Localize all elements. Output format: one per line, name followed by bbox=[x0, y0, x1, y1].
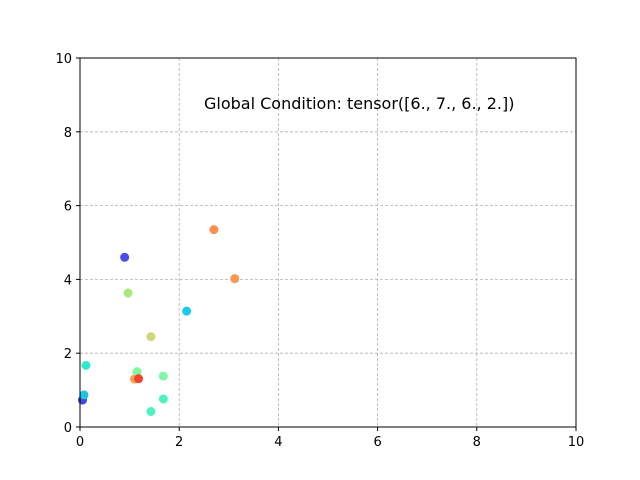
scatter-point bbox=[158, 394, 168, 404]
scatter-point bbox=[182, 306, 192, 316]
scatter-point bbox=[146, 332, 156, 342]
global-condition-annotation: Global Condition: tensor([6., 7., 6., 2.… bbox=[204, 94, 514, 113]
scatter-point bbox=[79, 390, 89, 400]
x-tick-label: 8 bbox=[473, 435, 481, 450]
x-tick-label: 0 bbox=[76, 435, 84, 450]
y-axis-ticks: 0 2 4 6 8 10 bbox=[55, 52, 80, 436]
scatter-point bbox=[123, 288, 133, 298]
y-tick-label: 8 bbox=[64, 126, 72, 141]
x-tick-label: 4 bbox=[274, 435, 282, 450]
y-tick-label: 0 bbox=[64, 421, 72, 436]
y-tick-label: 2 bbox=[64, 347, 72, 362]
data-points bbox=[77, 225, 240, 417]
plot-frame bbox=[79, 57, 577, 428]
y-tick-label: 6 bbox=[64, 200, 72, 215]
x-axis-ticks: 0 2 4 6 8 10 bbox=[76, 427, 584, 450]
scatter-point bbox=[120, 252, 130, 262]
x-tick-label: 10 bbox=[568, 435, 585, 450]
scatter-point bbox=[132, 367, 142, 377]
x-tick-label: 6 bbox=[373, 435, 381, 450]
scatter-point bbox=[81, 360, 91, 370]
grid-lines bbox=[79, 57, 577, 428]
scatter-point bbox=[146, 407, 156, 417]
y-tick-label: 10 bbox=[55, 52, 72, 67]
scatter-point bbox=[158, 371, 168, 381]
scatter-point bbox=[209, 225, 219, 235]
x-tick-label: 2 bbox=[175, 435, 183, 450]
scatter-point bbox=[134, 374, 144, 384]
scatter-point bbox=[230, 274, 240, 284]
y-tick-label: 4 bbox=[64, 273, 72, 288]
